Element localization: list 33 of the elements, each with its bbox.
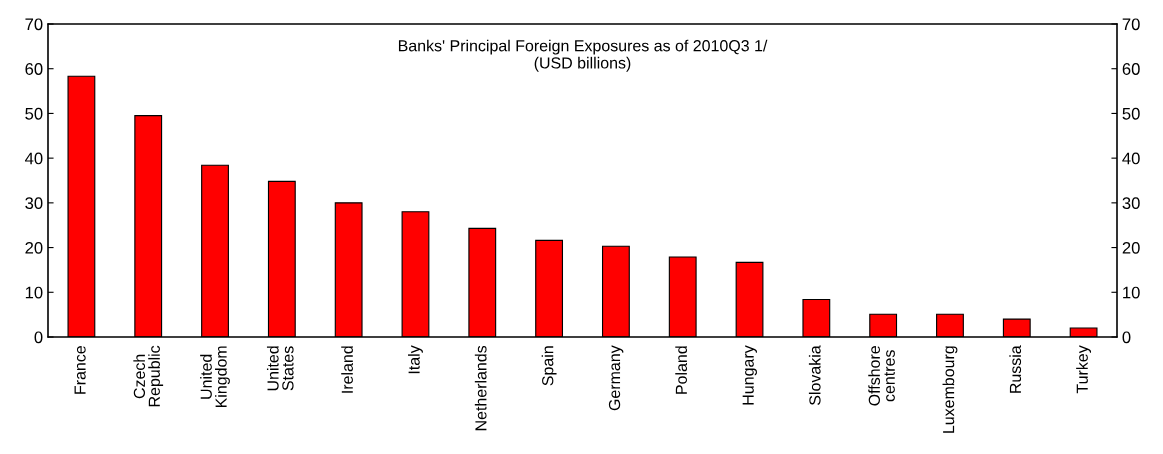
- x-tick-label: Spain: [541, 346, 557, 386]
- y2-tick-label: 30: [1122, 197, 1140, 210]
- y-tick-label: 30: [25, 197, 43, 210]
- x-tick-label: Hungary: [742, 345, 757, 405]
- x-tick-label: Ireland: [341, 346, 353, 393]
- x-tick-label: Czech Republic: [133, 345, 164, 407]
- y-tick-label: 0: [34, 331, 43, 344]
- y-tick-label: 50: [25, 107, 43, 120]
- y2-tick-label: 20: [1122, 241, 1140, 254]
- y2-tick-label: 70: [1122, 18, 1140, 31]
- x-tick-label: Germany: [608, 345, 624, 411]
- text: Banks' Principal Foreign Exposures as of 2010Q3 1/ (USD billions): [398, 39, 768, 72]
- y-tick-label: 20: [25, 241, 43, 254]
- y-tick-label: 70: [25, 18, 43, 31]
- y-tick-label: 10: [25, 286, 43, 299]
- x-tick-label: United Kingdom: [200, 346, 230, 408]
- x-tick-label: Netherlands: [474, 345, 487, 431]
- y-tick-label: 40: [24, 152, 43, 165]
- x-tick-label: United States: [266, 346, 294, 391]
- x-tick-label: Turkey: [1076, 345, 1092, 394]
- x-tick-label: Russia: [1009, 345, 1022, 393]
- y-tick-label: 60: [25, 63, 43, 75]
- y2-tick-label: 10: [1123, 286, 1140, 299]
- x-tick-label: Offshore centres: [868, 346, 895, 406]
- y2-tick-label: 40: [1122, 152, 1140, 165]
- x-tick-label: France: [74, 346, 86, 394]
- y2-tick-label: 50: [1122, 107, 1140, 120]
- x-tick-label: Poland: [675, 346, 688, 394]
- x-tick-label: Slovakia: [808, 345, 821, 405]
- y2-tick-label: 0: [1122, 331, 1131, 344]
- x-tick-label: Luxembourg: [942, 346, 958, 433]
- x-tick-label: Italy: [408, 345, 423, 374]
- y2-tick-label: 60: [1122, 63, 1140, 75]
